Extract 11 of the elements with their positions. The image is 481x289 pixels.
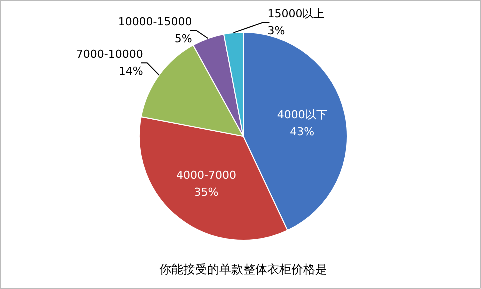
text: 你能接受的单款整体衣柜价格是 — [158, 262, 328, 276]
slice-label: 15000以上 — [268, 8, 325, 21]
data-label: 5% — [174, 32, 192, 46]
slice-label: 10000-15000 — [118, 16, 192, 29]
slice-label: 4000以下 — [277, 108, 328, 122]
data-label: 14% — [118, 65, 144, 78]
data-label: 43% — [290, 125, 315, 138]
data-label: 3% — [268, 24, 286, 38]
slice-label: 7000-10000 — [76, 48, 144, 62]
data-label: 35% — [194, 186, 219, 200]
slice-label: 4000-7000 — [176, 169, 237, 182]
